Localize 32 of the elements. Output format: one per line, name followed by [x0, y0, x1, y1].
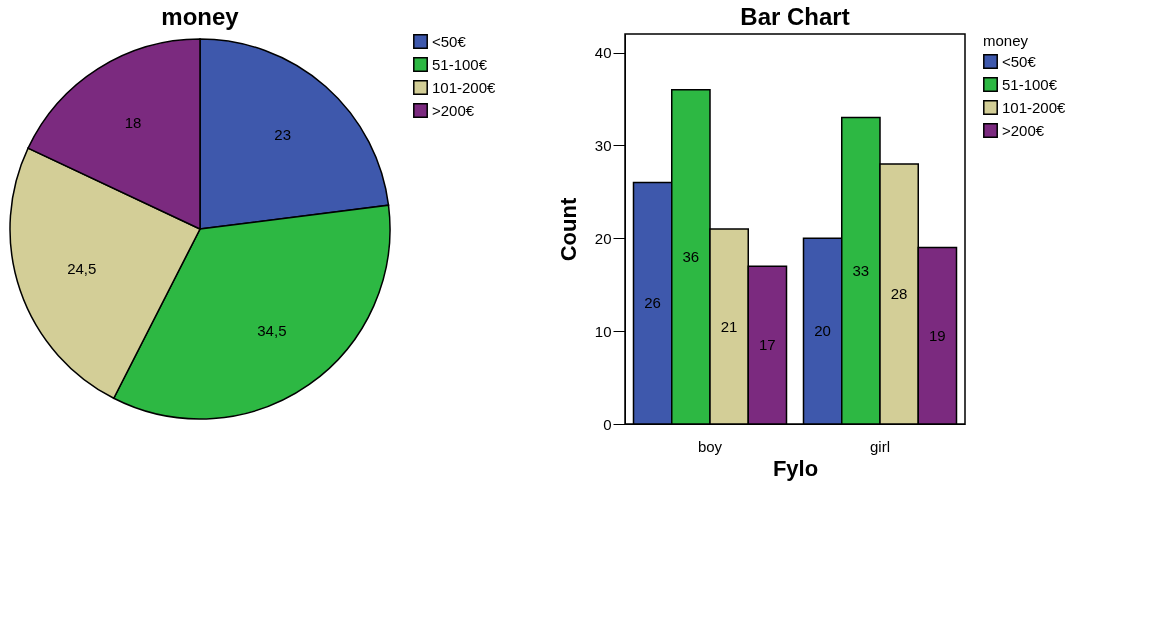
legend-label: >200€	[432, 101, 475, 119]
data-label: 23	[274, 126, 292, 144]
data-label: 28	[890, 285, 908, 302]
legend-title: money	[983, 32, 1029, 49]
data-label: 33	[852, 261, 870, 279]
chart-title: Bar Chart	[740, 3, 850, 30]
y-tick-label: 30	[594, 136, 612, 154]
x-axis-title: Fylo	[772, 455, 819, 481]
legend-label: 101-200€	[432, 78, 497, 96]
y-tick-label: 40	[594, 44, 612, 62]
y-tick-label: 0	[603, 415, 612, 433]
legend-label: 51-100€	[1002, 75, 1058, 93]
y-tick-label: 20	[594, 229, 612, 247]
x-tick-label: boy	[697, 437, 723, 455]
data-label: 17	[759, 336, 776, 354]
y-tick-label: 10	[594, 322, 612, 340]
data-label: 36	[682, 247, 700, 265]
legend-label: 51-100€	[432, 55, 488, 73]
data-label: 24,5	[67, 260, 97, 278]
legend-label: <50€	[1002, 52, 1037, 70]
data-label: 21	[720, 317, 738, 335]
data-label: 18	[124, 114, 142, 132]
y-axis-title: Count	[555, 197, 581, 262]
legend-label: 101-200€	[1002, 98, 1067, 116]
data-label: 34,5	[257, 322, 287, 340]
data-label: 20	[814, 322, 831, 340]
data-label: 19	[929, 326, 946, 344]
legend-label: <50€	[432, 32, 467, 50]
legend-label: >200€	[1002, 121, 1045, 139]
x-tick-label: girl	[869, 437, 891, 455]
data-label: 26	[644, 294, 661, 312]
chart-title: money	[161, 3, 240, 30]
